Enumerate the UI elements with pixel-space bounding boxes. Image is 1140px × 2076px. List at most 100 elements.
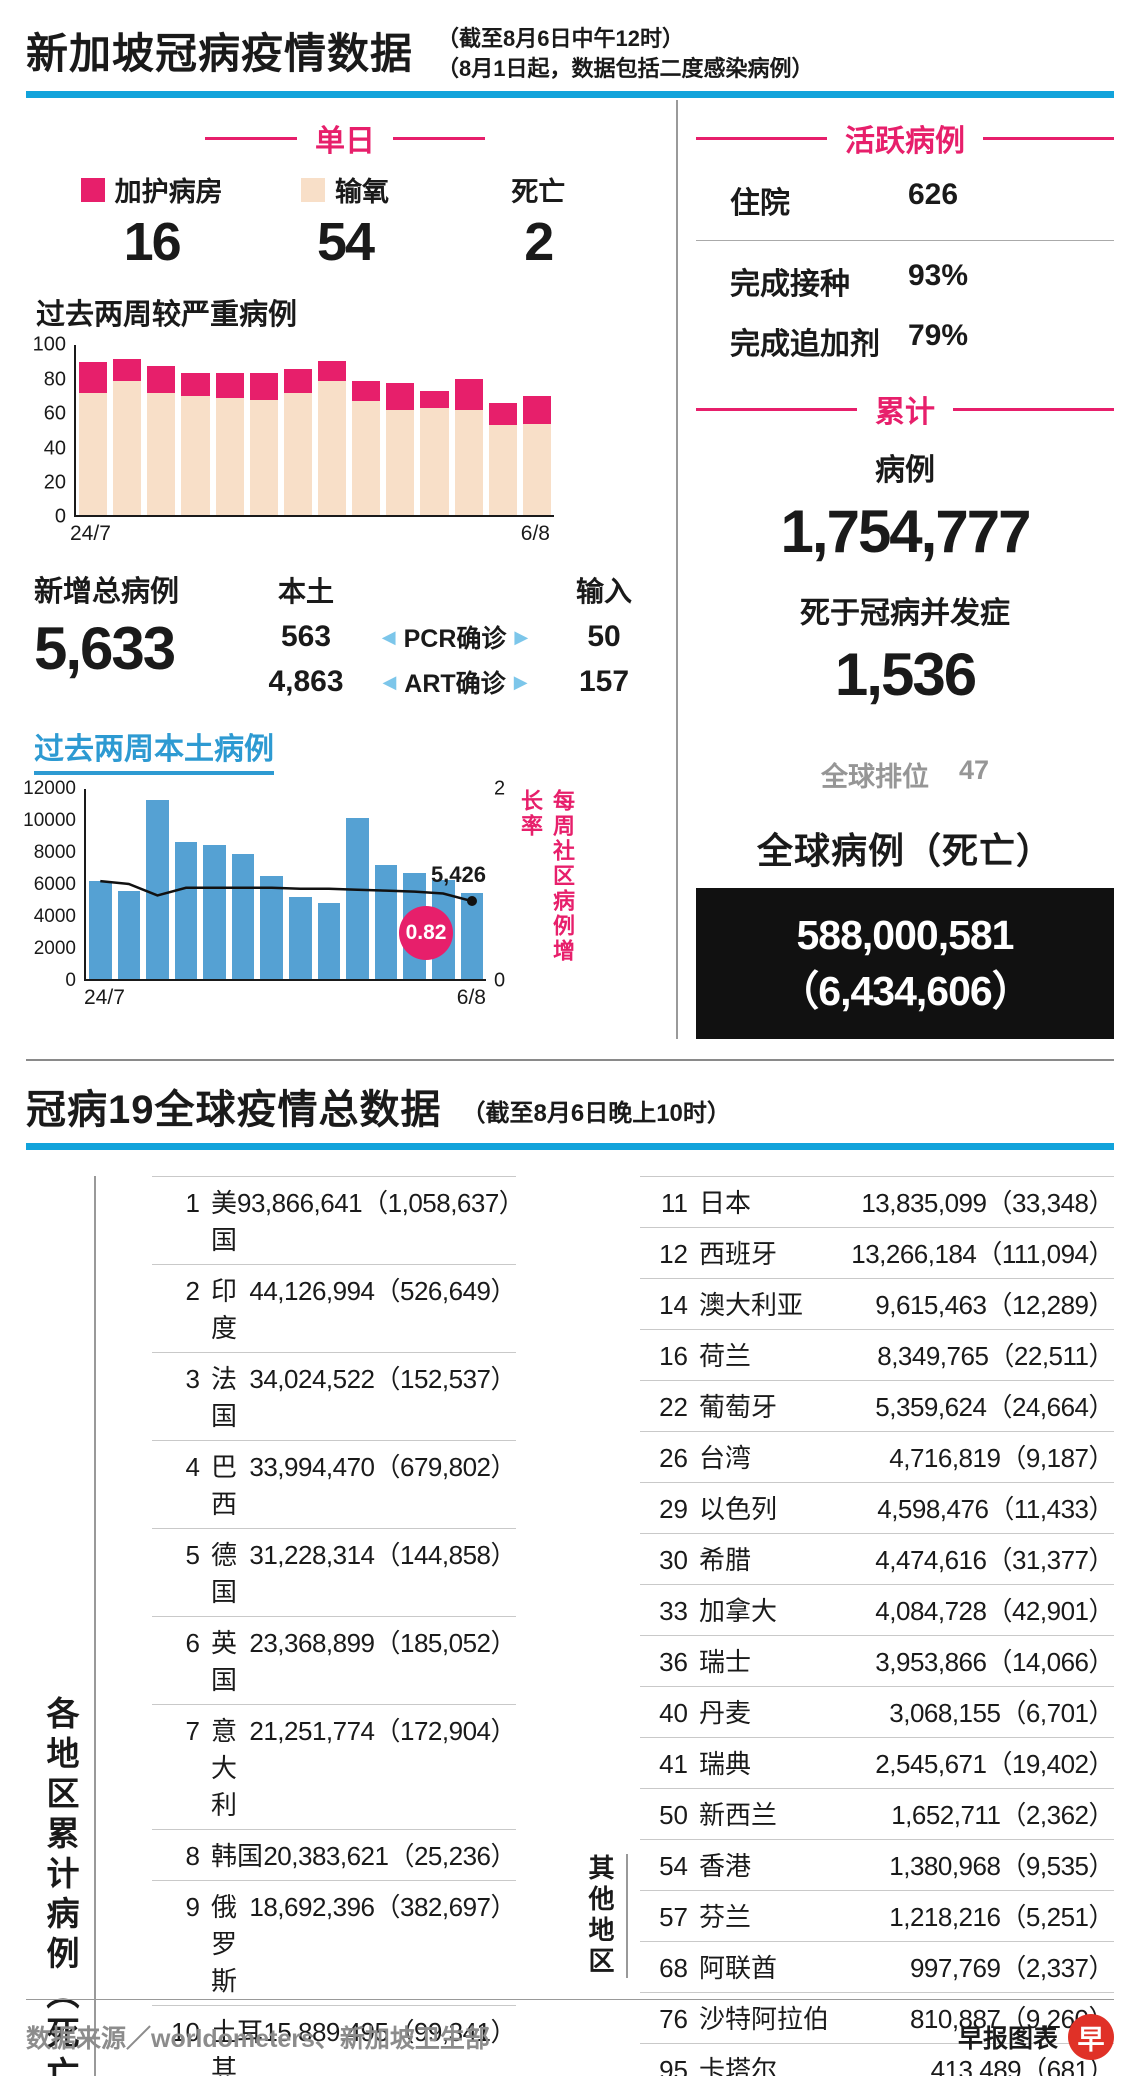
country-name: 芬兰: [699, 1902, 752, 1933]
summary-panel: 活跃病例 住院 626 完成接种 93% 完成追加剂 79% 累计 病例: [678, 100, 1114, 1040]
divider: [696, 240, 1114, 242]
header-note-1: （截至8月6日中午12时）: [437, 26, 684, 51]
country-name: 阿联酋: [699, 1953, 778, 1984]
growth-axis-tick: 0: [494, 969, 506, 992]
serious-case-bar: [79, 345, 108, 516]
local-case-bar: [146, 800, 169, 980]
country-value: 13,266,184（111,094）: [851, 1239, 1114, 1270]
pcr-local-value: 563: [280, 620, 332, 654]
legend-label-death: 死亡: [511, 177, 566, 208]
icu-swatch-icon: [80, 177, 105, 202]
serious-chart-y-axis: 0 20 40 60 80 100: [30, 334, 74, 528]
icu-segment: [249, 372, 278, 400]
country-rank: 29: [659, 1494, 688, 1525]
art-local-value: 4,863: [268, 665, 344, 699]
country-name: 卡塔尔: [699, 2055, 778, 2076]
decorative-line: [696, 407, 857, 411]
country-rank: 50: [659, 1800, 688, 1831]
country-row: 41 瑞典 2,545,671（19,402）: [640, 1738, 1114, 1790]
country-rank: 30: [659, 1545, 688, 1576]
oxygen-segment: [249, 399, 278, 516]
line-end-dot: [466, 896, 477, 907]
country-rank: 76: [659, 2004, 688, 2035]
country-rank: 12: [659, 1239, 688, 1270]
country-value: 1,652,711（2,362）: [891, 1800, 1114, 1831]
serious-case-bar: [215, 345, 244, 516]
oxygen-segment: [420, 408, 449, 516]
local-case-bar: [117, 890, 141, 980]
legend-item-icu: 加护病房: [55, 170, 248, 209]
daily-values: 16 54 2: [55, 211, 635, 273]
oxygen-segment: [215, 398, 244, 516]
global-section-title: 冠病19全球疫情总数据: [26, 1088, 442, 1133]
right-arrow-icon: ▶: [514, 626, 529, 647]
cumulative-section-title: 累计: [875, 396, 935, 430]
y-axis-tick: 80: [43, 368, 66, 391]
serious-case-bar: [283, 345, 312, 516]
icu-segment: [181, 372, 210, 397]
pcr-label-row: ◀ PCR确诊 ▶: [366, 619, 544, 655]
x-axis-start-label: 24/7: [84, 986, 125, 1010]
new-cases-block: 新增总病例 5,633 本土 输入 563 ◀ PCR确诊 ▶ 50 4,863: [34, 568, 664, 700]
country-row: 29 以色列 4,598,476（11,433）: [640, 1483, 1114, 1535]
active-section-header: 活跃病例: [696, 116, 1114, 160]
growth-rate-badge: 0.82: [399, 906, 453, 961]
country-row: 16 荷兰 8,349,765（22,511）: [640, 1330, 1114, 1382]
oxygen-segment: [317, 381, 347, 516]
pcr-import-value: 50: [587, 620, 621, 654]
country-name: 日本: [699, 1188, 752, 1219]
country-name: 新西兰: [699, 1800, 778, 1831]
growth-axis-tick: 2: [494, 777, 506, 800]
oxygen-segment: [386, 409, 415, 516]
local-case-bar: [289, 897, 312, 980]
country-row: 68 阿联酋 997,769（2,337）: [640, 1942, 1115, 1994]
serious-case-bar: [352, 345, 381, 516]
icu-segment: [283, 369, 312, 393]
country-name: 印度: [211, 1276, 238, 1344]
cumulative-cases-label: 病例: [875, 454, 935, 488]
country-value: 8,349,765（22,511）: [877, 1341, 1114, 1372]
serious-case-bar: [420, 345, 449, 516]
country-rank: 41: [659, 1749, 688, 1780]
country-name: 美国: [211, 1188, 238, 1256]
serious-chart-plot: [74, 345, 554, 518]
country-value: 4,716,819（9,187）: [889, 1443, 1114, 1474]
country-row: 5 德国 31,228,314（144,858）: [152, 1529, 516, 1618]
oxygen-segment: [522, 423, 551, 516]
cumulative-deaths-label: 死于冠病并发症: [800, 597, 1010, 631]
country-name: 西班牙: [699, 1239, 778, 1270]
country-lists: 各地区累计病例（死亡） 1 美国 93,866,641（1,058,637） 2 印度 4…: [26, 1176, 1115, 2076]
serious-chart-x-axis: 24/7 6/8: [70, 522, 550, 546]
country-row: 50 新西兰 1,652,711（2,362）: [640, 1789, 1114, 1841]
total-new-cases-value: 5,633: [34, 615, 176, 683]
country-value: 997,769（2,337）: [909, 1953, 1115, 1984]
y-axis-tick: 60: [43, 402, 66, 425]
decorative-line: [953, 407, 1114, 411]
global-rank-label: 全球排位: [820, 762, 929, 793]
data-source: 数据来源／worldometers、新加坡卫生部: [26, 2025, 490, 2053]
country-name: 德国: [211, 1540, 238, 1608]
left-country-list: 1 美国 93,866,641（1,058,637） 2 印度 44,126,994（52…: [112, 1176, 525, 2076]
country-value: 4,084,728（42,901）: [875, 1596, 1114, 1627]
icu-segment: [454, 379, 483, 410]
country-value: 34,024,522（152,537）: [249, 1364, 516, 1395]
page-title: 新加坡冠病疫情数据: [26, 30, 414, 77]
local-case-bar: [203, 844, 226, 980]
decorative-line: [393, 136, 485, 140]
country-name: 巴西: [211, 1452, 238, 1520]
y-axis-tick: 20: [43, 471, 66, 494]
country-row: 22 葡萄牙 5,359,624（24,664）: [640, 1381, 1114, 1433]
side-title-column: 各地区累计病例（死亡）: [26, 1176, 96, 2076]
local-case-bar: [89, 881, 112, 980]
y-axis-tick: 0: [54, 505, 66, 528]
country-rank: 40: [659, 1698, 688, 1729]
country-rank: 8: [185, 1841, 200, 1872]
header: 新加坡冠病疫情数据 （截至8月6日中午12时） （8月1日起，数据包括二度感染病…: [26, 16, 1114, 83]
booster-row: 完成追加剂 79%: [696, 311, 1114, 371]
serious-case-bar: [249, 345, 278, 516]
country-rank: 33: [659, 1596, 688, 1627]
daily-legend: 加护病房 输氧 死亡: [55, 170, 635, 209]
country-value: 4,474,616（31,377）: [875, 1545, 1114, 1576]
country-name: 香港: [699, 1851, 752, 1882]
